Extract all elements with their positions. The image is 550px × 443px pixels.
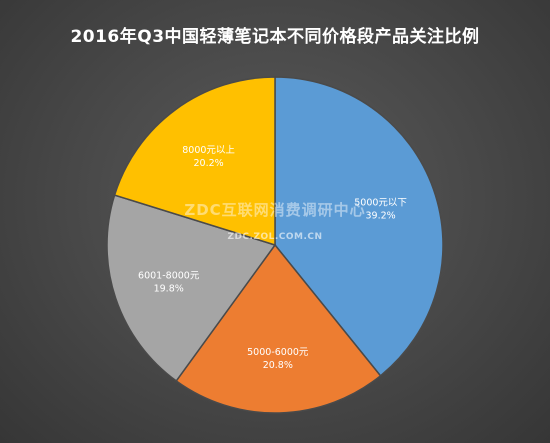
slice-value-2: 19.8%	[154, 283, 184, 294]
pie-slice-1	[175, 243, 382, 414]
slice-label-3: 8000元以上	[182, 145, 235, 156]
watermark-main: ZDC互联网消费调研中心	[184, 201, 365, 219]
pie-slice-0	[274, 76, 444, 377]
slice-label-2: 6001-8000元	[138, 270, 200, 281]
chart-title: 2016年Q3中国轻薄笔记本不同价格段产品关注比例	[70, 27, 480, 47]
slice-label-1: 5000-6000元	[247, 347, 309, 358]
pie-slice-3	[113, 76, 276, 247]
watermark: ZDC互联网消费调研中心 ZDC.ZOL.COM.CN	[184, 201, 365, 242]
slice-value-1: 20.8%	[263, 360, 293, 371]
slice-label-0: 5000元以下	[354, 198, 407, 209]
slice-value-0: 39.2%	[366, 211, 396, 222]
pie-slice-2	[106, 194, 277, 382]
watermark-sub: ZDC.ZOL.COM.CN	[227, 232, 322, 242]
slice-value-3: 20.2%	[194, 158, 224, 169]
